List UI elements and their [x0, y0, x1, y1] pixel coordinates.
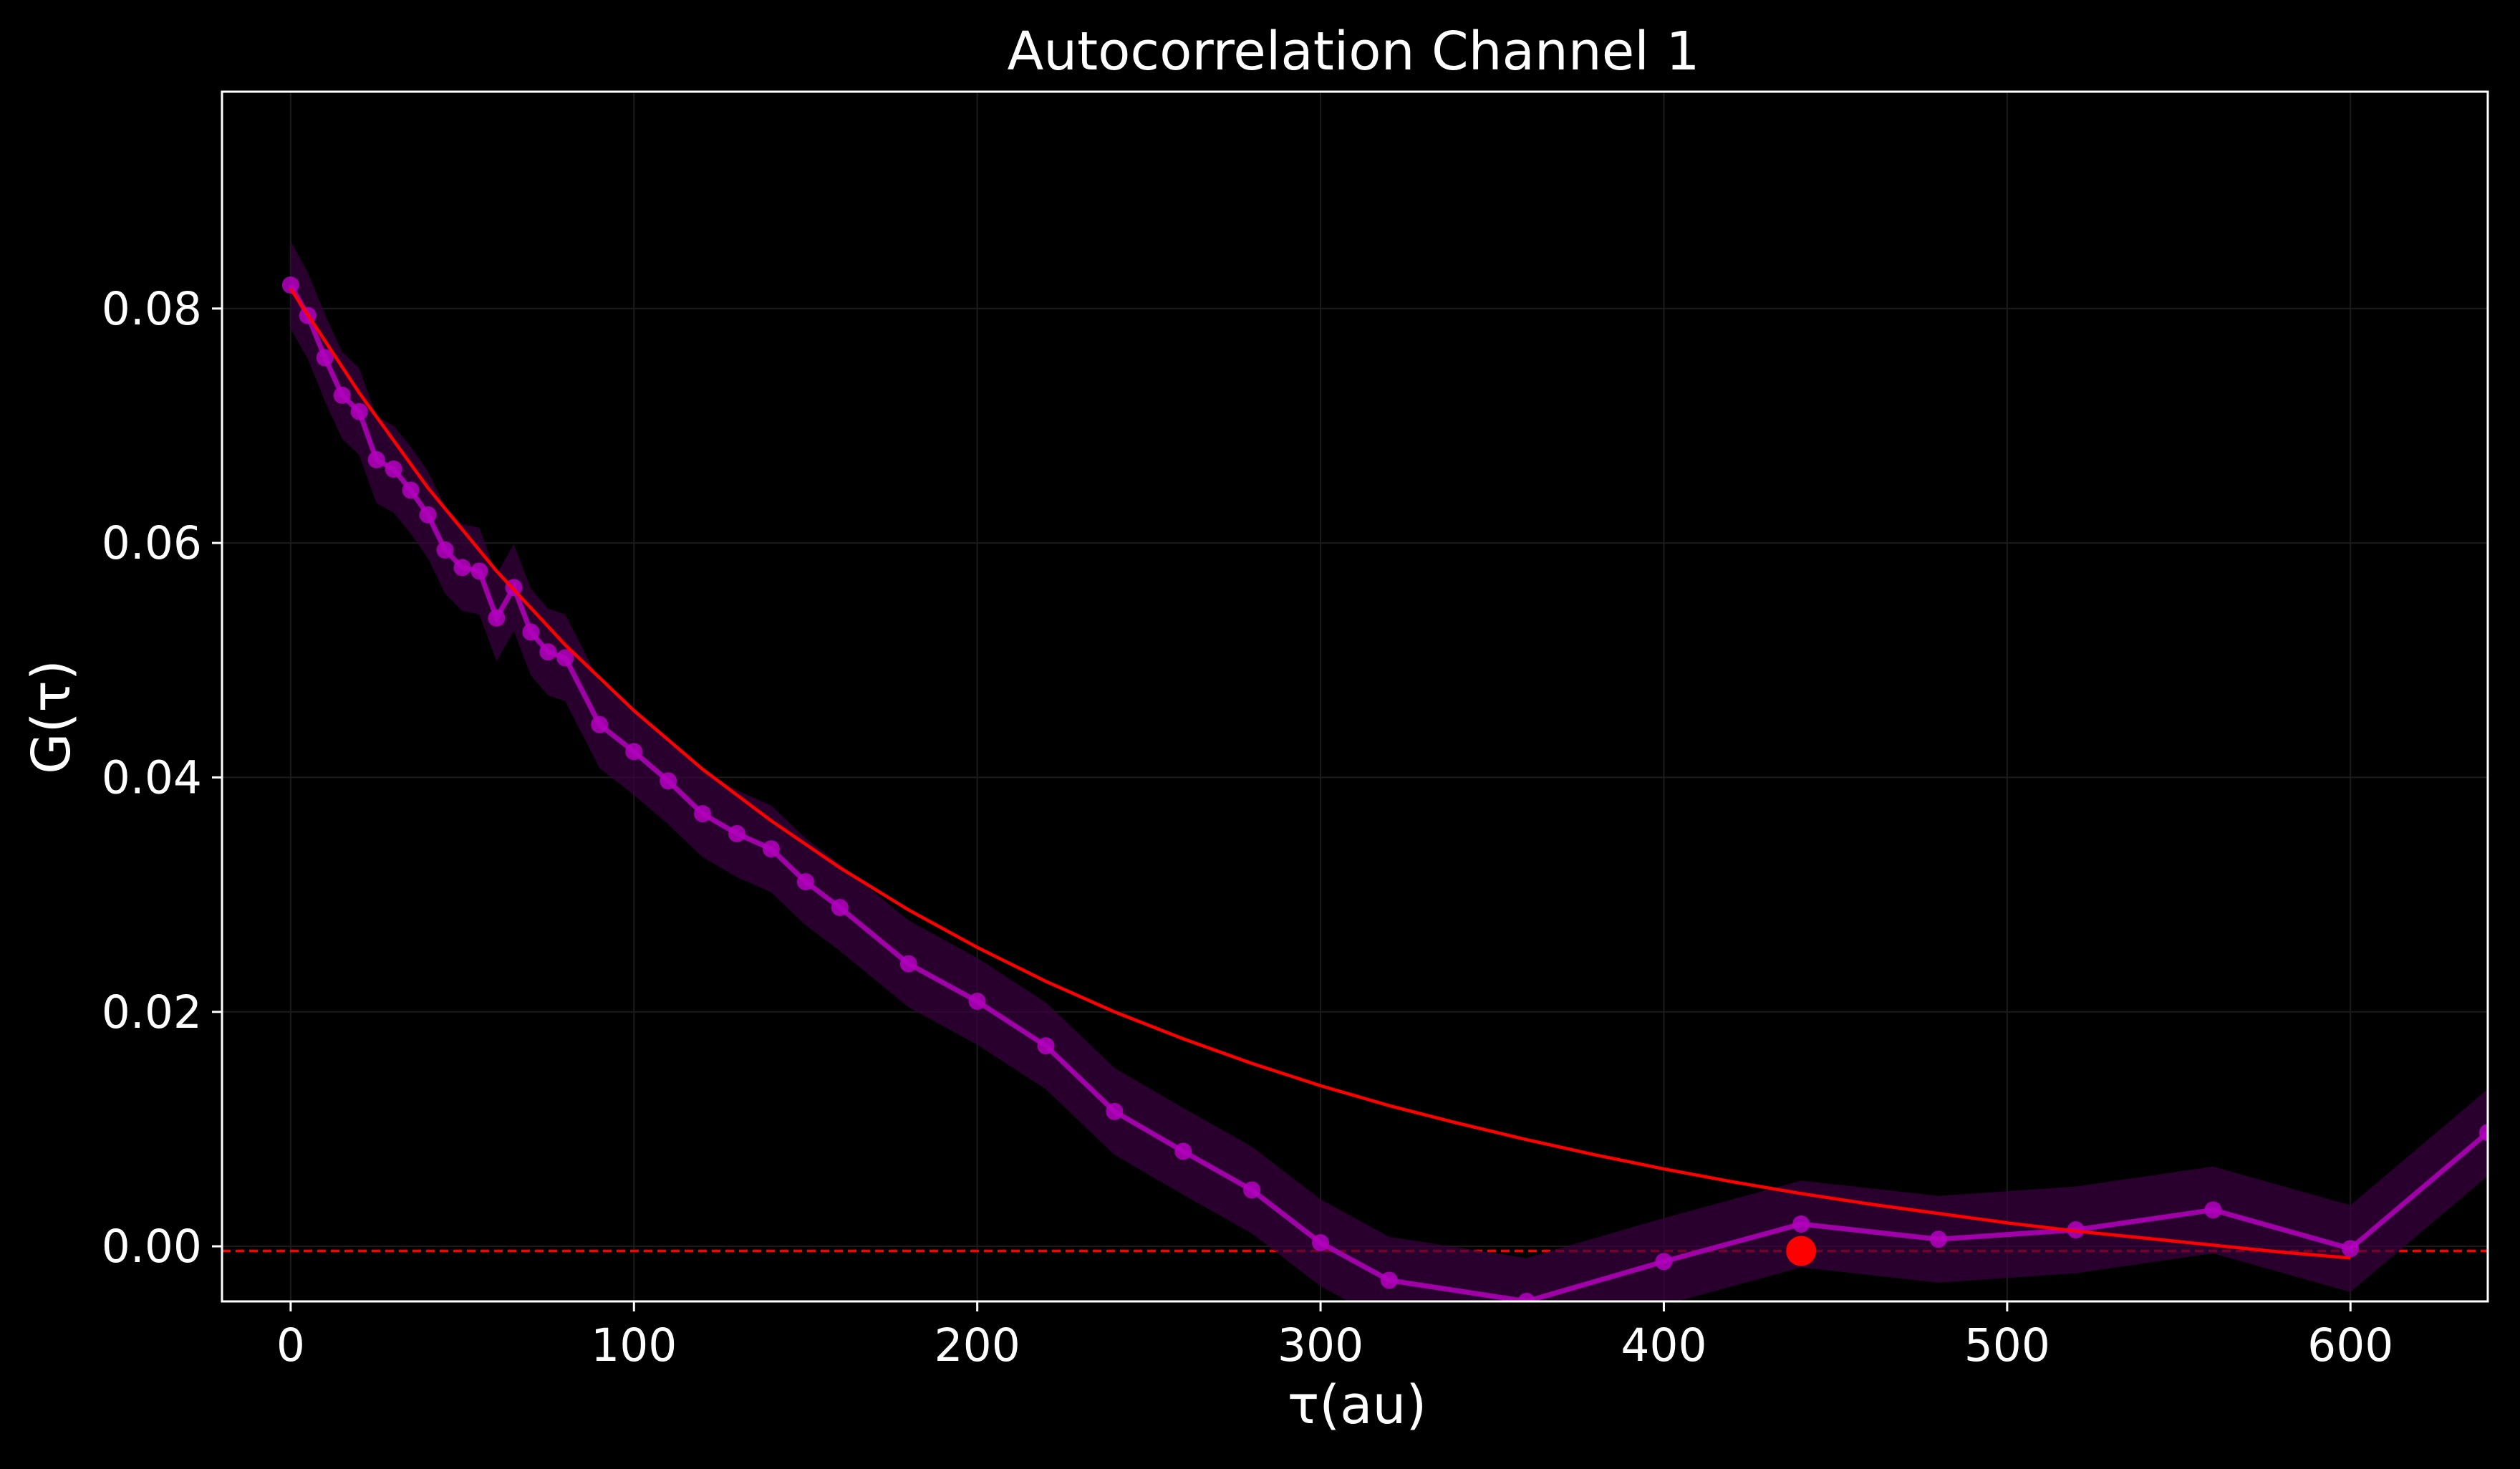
data-point	[402, 481, 420, 499]
data-point	[556, 649, 574, 667]
data-point	[2204, 1201, 2222, 1219]
data-point	[1517, 1293, 1535, 1301]
data-point	[1655, 1253, 1673, 1271]
x-axis-title: τ(au)	[1288, 1374, 1427, 1436]
data-point	[281, 276, 299, 294]
fit-curve-group	[289, 287, 2351, 1260]
x-tick-label: 600	[2307, 1319, 2393, 1372]
data-point	[968, 993, 986, 1011]
data-point	[728, 824, 746, 842]
data-series-group	[281, 276, 2488, 1301]
highlight-point	[1786, 1236, 1817, 1266]
data-point	[1792, 1215, 1810, 1233]
y-tick-label: 0.02	[102, 986, 202, 1039]
data-point	[385, 460, 402, 478]
y-tick-label: 0.06	[102, 517, 202, 569]
data-point	[539, 643, 557, 661]
data-point	[367, 451, 385, 468]
plot-frame	[221, 90, 2489, 1303]
data-point	[1106, 1102, 1124, 1120]
data-point	[470, 562, 488, 580]
x-tick-label: 100	[591, 1319, 677, 1372]
data-point	[2342, 1240, 2360, 1258]
data-point	[2479, 1124, 2488, 1142]
data-point	[350, 403, 368, 420]
data-point	[436, 541, 454, 559]
error-band-group	[290, 241, 2488, 1301]
data-point	[591, 716, 609, 733]
grid-lines	[222, 92, 2488, 1301]
data-point	[419, 506, 437, 524]
data-point	[488, 609, 506, 627]
x-tick-label: 200	[935, 1319, 1020, 1372]
data-point	[694, 805, 712, 823]
data-point	[1312, 1234, 1330, 1252]
y-axis-ticks: 0.00 0.02 0.04 0.06 0.08	[102, 283, 222, 1273]
y-axis-title: G(τ)	[21, 660, 82, 774]
fit-curve	[289, 287, 2351, 1260]
x-tick-label: 500	[1964, 1319, 2050, 1372]
data-point	[625, 743, 643, 761]
data-point	[1243, 1181, 1261, 1199]
data-point	[522, 623, 540, 641]
data-point	[831, 899, 849, 917]
x-tick-label: 0	[276, 1319, 305, 1372]
data-point	[1174, 1142, 1192, 1160]
data-series-line	[288, 284, 2488, 1301]
data-point	[796, 873, 814, 891]
plot-border	[221, 90, 2489, 1303]
y-tick-label: 0.00	[102, 1220, 202, 1273]
data-point	[316, 349, 334, 367]
y-tick-label: 0.04	[102, 751, 202, 804]
x-axis-ticks: 0 100 200 300 400 500 600	[276, 1301, 2393, 1372]
data-point	[1929, 1230, 1947, 1248]
y-tick-label: 0.08	[102, 283, 202, 335]
data-point	[453, 559, 471, 577]
error-band	[290, 241, 2488, 1301]
data-point	[333, 386, 351, 404]
chart-title: Autocorrelation Channel 1	[1008, 21, 1700, 82]
highlight-point-group	[1786, 1236, 1817, 1266]
data-point	[660, 772, 677, 790]
data-point	[1380, 1271, 1398, 1289]
data-point	[1037, 1037, 1055, 1055]
data-point	[899, 955, 917, 973]
data-point	[763, 840, 781, 858]
x-tick-label: 300	[1278, 1319, 1363, 1372]
x-tick-label: 400	[1621, 1319, 1706, 1372]
